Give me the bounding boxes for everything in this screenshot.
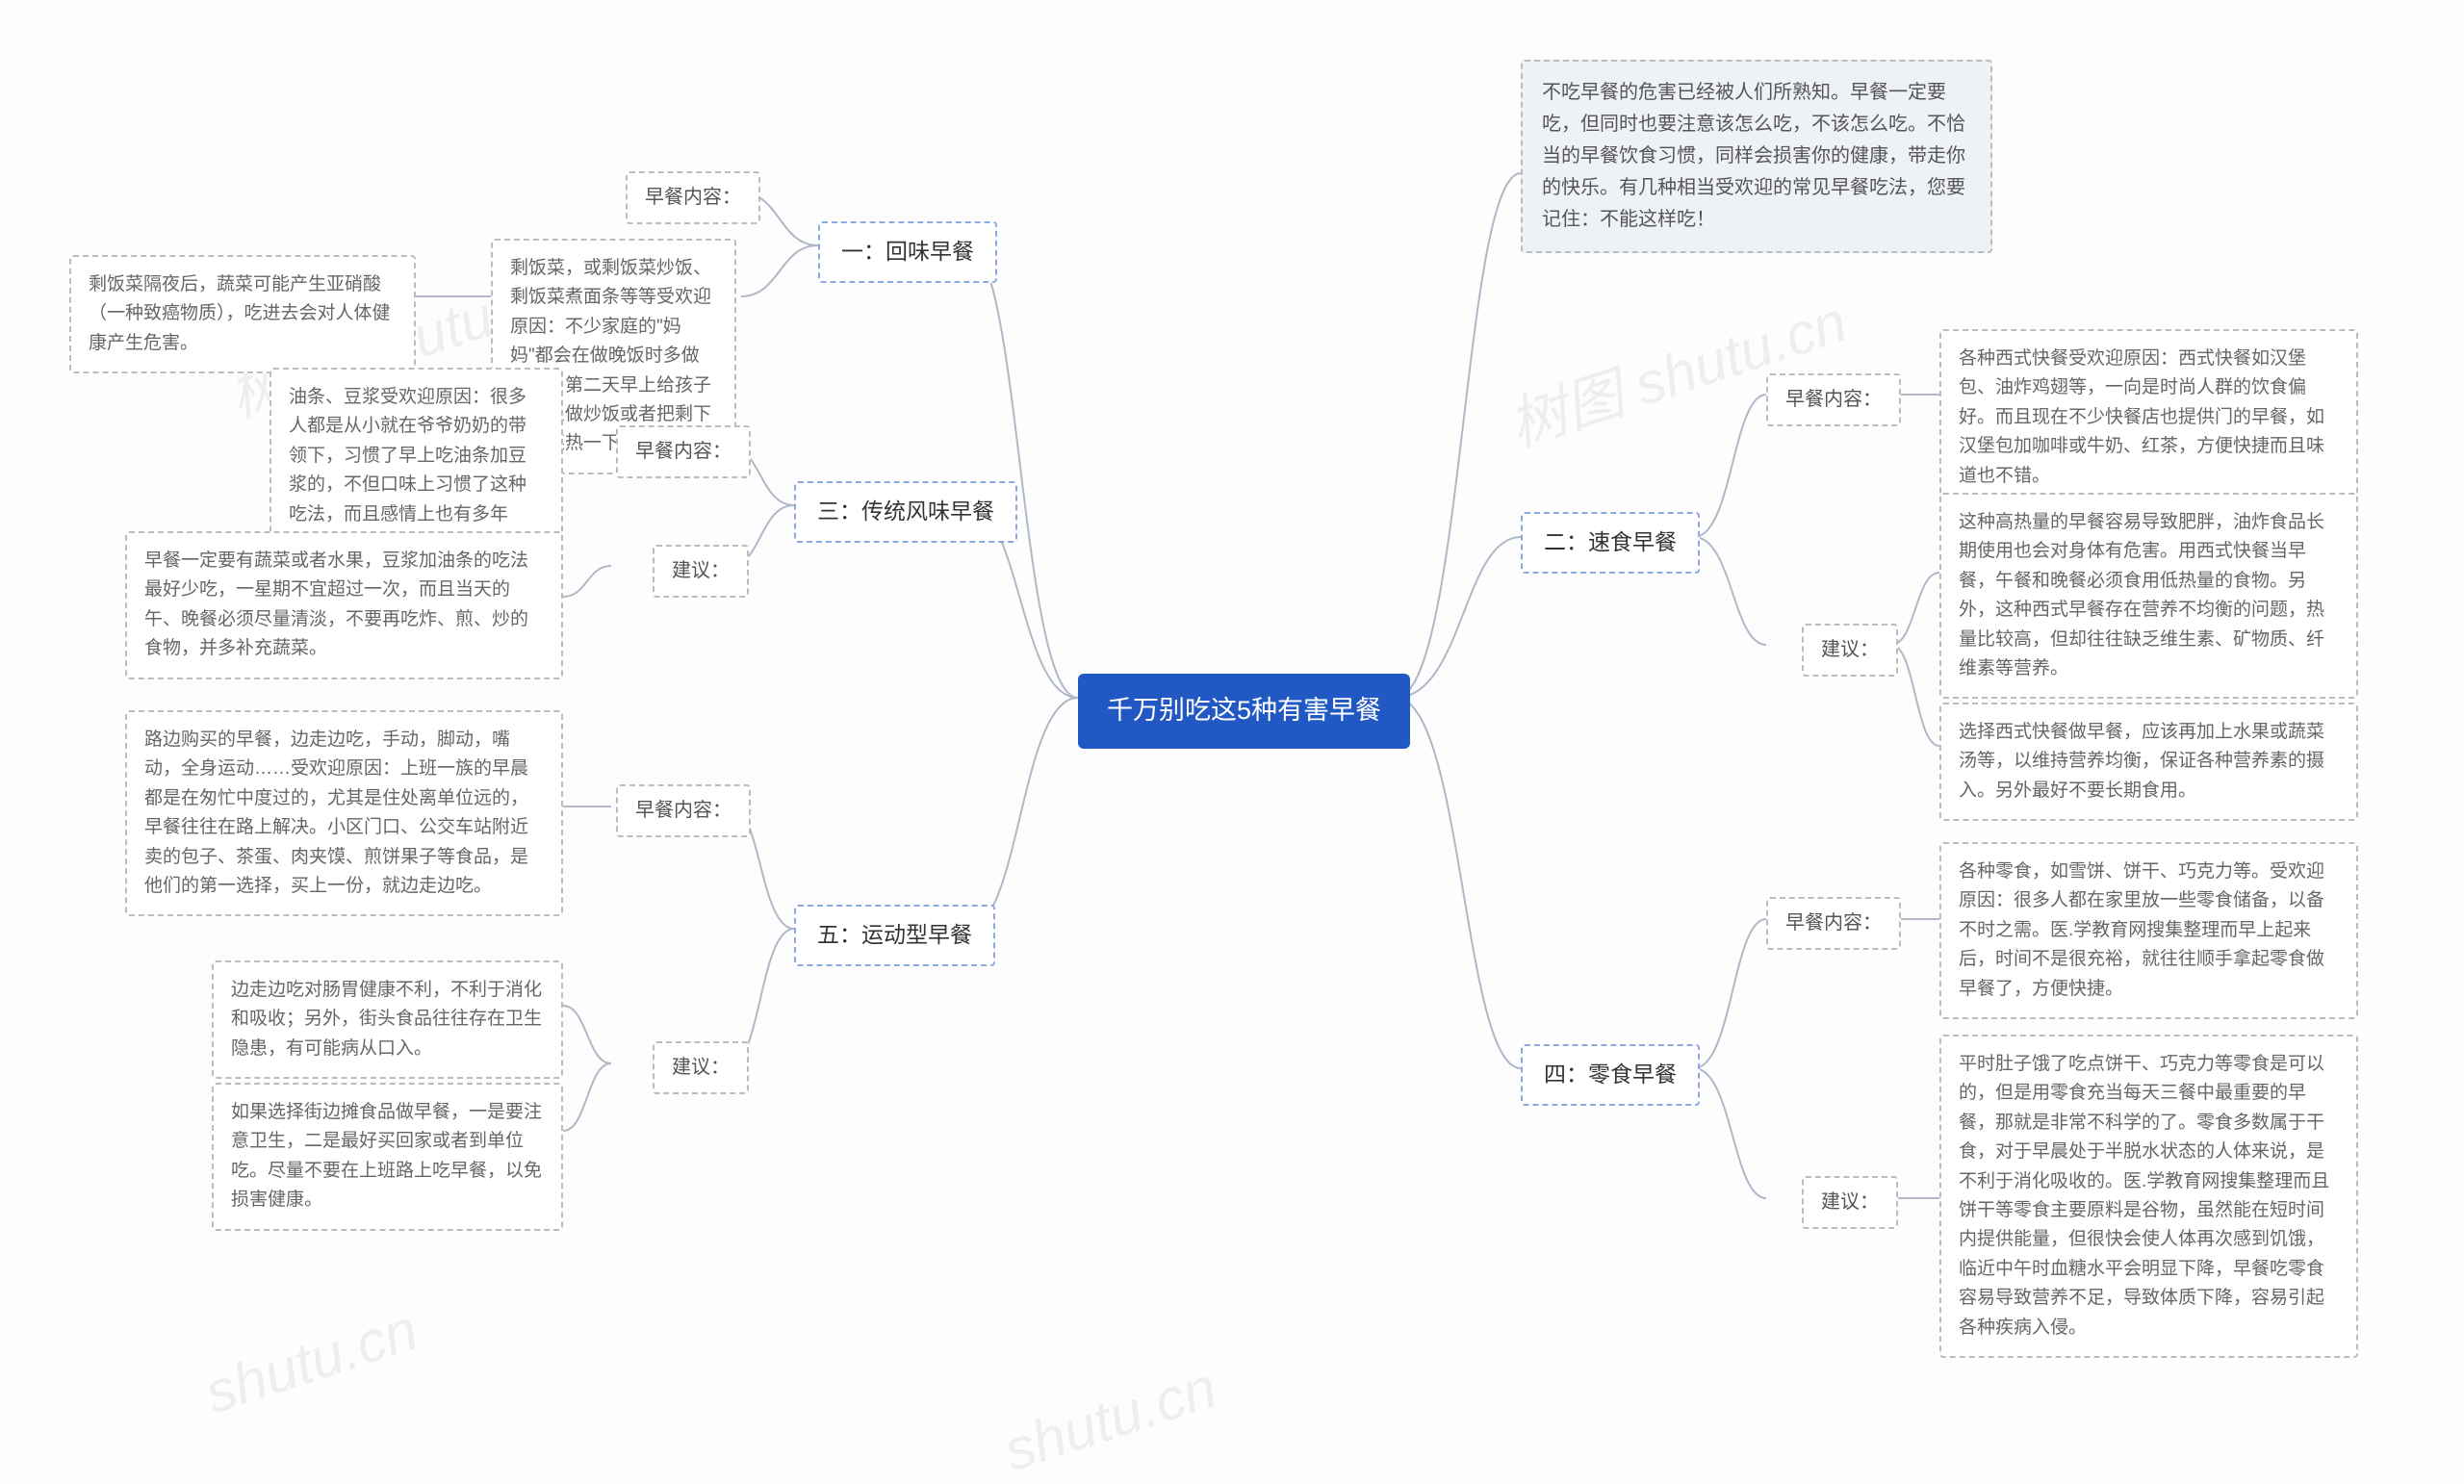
watermark: shutu.cn — [996, 1354, 1224, 1484]
b4-sub2a: 平时肚子饿了吃点饼干、巧克力等零食是可以的，但是用零食充当每天三餐中最重要的早餐… — [1939, 1035, 2358, 1358]
b2-sub2b: 选择西式快餐做早餐，应该再加上水果或蔬菜汤等，以维持营养均衡，保证各种营养素的摄… — [1939, 703, 2358, 821]
b5-sub2a: 边走边吃对肠胃健康不利，不利于消化和吸收；另外，街头食品往往存在卫生隐患，有可能… — [212, 960, 563, 1079]
watermark: shutu.cn — [197, 1296, 425, 1427]
b2-sub2: 建议： — [1802, 624, 1898, 677]
b4-sub2: 建议： — [1802, 1176, 1898, 1229]
watermark: 树图 shutu.cn — [1497, 275, 1856, 463]
b1-sub1: 早餐内容： — [626, 171, 760, 224]
b2-sub2a: 这种高热量的早餐容易导致肥胖，油炸食品长期使用也会对身体有危害。用西式快餐当早餐… — [1939, 493, 2358, 699]
b5-sub1: 早餐内容： — [616, 784, 751, 837]
b2-sub1a: 各种西式快餐受欢迎原因：西式快餐如汉堡包、油炸鸡翅等，一向是时尚人群的饮食偏好。… — [1939, 329, 2358, 506]
central-node: 千万别吃这5种有害早餐 — [1078, 674, 1410, 749]
b3-sub2: 建议： — [653, 545, 749, 598]
branch-2: 二：速食早餐 — [1521, 512, 1700, 574]
branch-1: 一：回味早餐 — [818, 221, 997, 283]
b2-sub1: 早餐内容： — [1766, 373, 1901, 426]
b5-sub2b: 如果选择街边摊食品做早餐，一是要注意卫生，二是最好买回家或者到单位吃。尽量不要在… — [212, 1083, 563, 1231]
b3-sub2a: 早餐一定要有蔬菜或者水果，豆浆加油条的吃法最好少吃，一星期不宜超过一次，而且当天… — [125, 531, 563, 679]
b4-sub1a: 各种零食，如雪饼、饼干、巧克力等。受欢迎原因：很多人都在家里放一些零食储备，以备… — [1939, 842, 2358, 1019]
branch-4: 四：零食早餐 — [1521, 1044, 1700, 1106]
b5-sub2: 建议： — [653, 1041, 749, 1094]
b3-sub1: 早餐内容： — [616, 425, 751, 478]
branch-5: 五：运动型早餐 — [794, 905, 995, 966]
b1-sub2a: 剩饭菜隔夜后，蔬菜可能产生亚硝酸（一种致癌物质），吃进去会对人体健康产生危害。 — [69, 255, 416, 373]
intro-box: 不吃早餐的危害已经被人们所熟知。早餐一定要吃，但同时也要注意该怎么吃，不该怎么吃… — [1521, 60, 1992, 253]
b5-sub1a: 路边购买的早餐，边走边吃，手动，脚动，嘴动，全身运动……受欢迎原因：上班一族的早… — [125, 710, 563, 916]
b4-sub1: 早餐内容： — [1766, 897, 1901, 950]
branch-3: 三：传统风味早餐 — [794, 481, 1017, 543]
